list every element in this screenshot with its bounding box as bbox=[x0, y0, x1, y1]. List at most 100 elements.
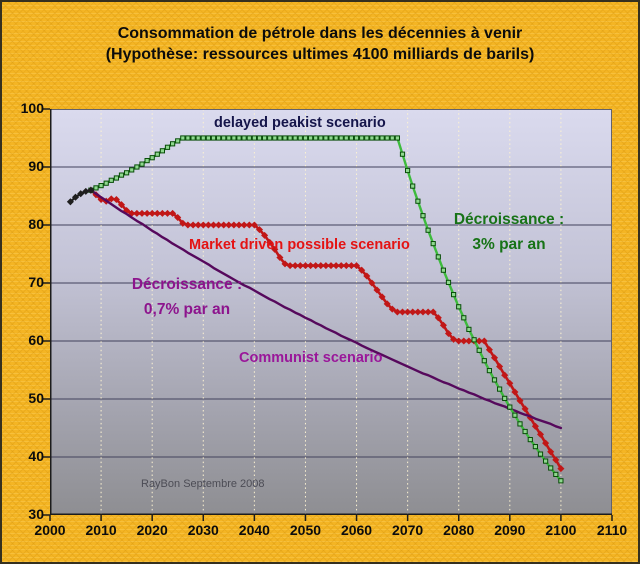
diamond-marker bbox=[235, 221, 243, 229]
square-marker bbox=[420, 213, 426, 219]
square-marker bbox=[486, 368, 492, 374]
square-marker bbox=[108, 177, 114, 183]
plot-area bbox=[50, 109, 612, 515]
square-marker bbox=[272, 135, 278, 141]
square-marker bbox=[461, 315, 467, 321]
chart-title: Consommation de pétrole dans les décenni… bbox=[2, 23, 638, 65]
square-marker bbox=[185, 135, 191, 141]
square-marker bbox=[164, 144, 171, 150]
diamond-marker bbox=[429, 308, 437, 316]
diamond-marker bbox=[112, 195, 120, 204]
x-axis-label: 2080 bbox=[443, 522, 475, 538]
square-marker bbox=[129, 167, 135, 173]
square-marker bbox=[144, 158, 150, 164]
square-marker bbox=[175, 138, 181, 144]
diamond-marker bbox=[342, 262, 350, 270]
diamond-marker bbox=[419, 308, 427, 316]
diamond-marker bbox=[312, 262, 320, 270]
diamond-marker bbox=[552, 456, 560, 464]
square-marker bbox=[246, 135, 252, 141]
square-marker bbox=[435, 254, 441, 260]
square-marker bbox=[113, 175, 120, 181]
diamond-marker bbox=[444, 329, 453, 338]
diamond-marker bbox=[163, 209, 172, 217]
x-axis-label: 2040 bbox=[238, 522, 270, 538]
square-marker bbox=[507, 404, 513, 410]
square-marker bbox=[369, 135, 375, 141]
diamond-marker bbox=[327, 262, 335, 270]
square-marker bbox=[277, 135, 283, 141]
square-marker bbox=[384, 135, 390, 141]
diamond-marker bbox=[516, 397, 524, 405]
diamond-marker bbox=[255, 226, 264, 234]
diamond-marker bbox=[378, 293, 386, 301]
square-marker bbox=[338, 135, 344, 141]
annotation-decroissance-3-pct-line1: Décroissance : bbox=[453, 211, 565, 228]
square-marker bbox=[543, 458, 549, 464]
diamond-marker bbox=[424, 308, 432, 316]
square-marker bbox=[532, 444, 538, 450]
square-marker bbox=[522, 428, 528, 435]
square-marker bbox=[537, 451, 544, 457]
square-marker bbox=[425, 227, 431, 233]
square-marker bbox=[374, 135, 380, 141]
y-axis-label: 90 bbox=[28, 158, 44, 174]
diamond-marker bbox=[352, 262, 361, 270]
square-marker bbox=[282, 135, 288, 141]
diamond-marker bbox=[225, 221, 233, 229]
diamond-marker bbox=[220, 221, 228, 229]
square-marker bbox=[527, 437, 533, 443]
square-marker bbox=[118, 172, 125, 178]
diamond-marker bbox=[240, 221, 248, 229]
diamond-marker bbox=[194, 221, 202, 229]
square-marker bbox=[481, 358, 487, 364]
square-marker bbox=[405, 167, 411, 174]
x-axis-label: 2050 bbox=[289, 522, 322, 538]
square-marker bbox=[134, 164, 140, 170]
square-marker bbox=[512, 412, 518, 418]
y-axis-label: 60 bbox=[28, 332, 44, 348]
diamond-marker bbox=[107, 195, 115, 203]
diamond-marker bbox=[409, 308, 417, 316]
square-marker bbox=[394, 135, 400, 141]
square-marker bbox=[410, 183, 416, 189]
square-marker bbox=[399, 151, 406, 157]
square-marker bbox=[313, 135, 319, 141]
square-marker bbox=[318, 135, 324, 141]
square-marker bbox=[389, 135, 395, 141]
x-axis-label: 2030 bbox=[187, 522, 219, 538]
y-axis-label: 30 bbox=[28, 506, 44, 522]
square-marker bbox=[440, 267, 446, 273]
square-marker bbox=[221, 135, 227, 141]
x-axis-label: 2090 bbox=[494, 522, 526, 538]
diamond-marker bbox=[204, 221, 212, 229]
square-marker bbox=[180, 135, 186, 141]
diamond-marker bbox=[199, 221, 207, 229]
square-marker bbox=[308, 135, 314, 141]
diamond-marker bbox=[460, 337, 468, 345]
square-marker bbox=[466, 326, 472, 333]
annotation-communist-scenario: Communist scenario bbox=[239, 350, 383, 366]
square-marker bbox=[445, 279, 452, 286]
square-marker bbox=[359, 135, 365, 141]
diamond-marker bbox=[383, 300, 391, 308]
square-marker bbox=[353, 135, 360, 141]
square-marker bbox=[348, 135, 354, 141]
square-marker bbox=[149, 155, 155, 161]
square-marker bbox=[124, 170, 130, 176]
diamond-marker bbox=[337, 262, 345, 270]
square-marker bbox=[210, 135, 217, 141]
diamond-marker bbox=[496, 362, 504, 371]
square-marker bbox=[205, 135, 212, 141]
square-marker bbox=[558, 478, 564, 484]
annotation-decroissance-3-pct: Décroissance : 3% par an bbox=[434, 207, 584, 257]
square-marker bbox=[491, 377, 498, 383]
diamond-marker bbox=[547, 448, 555, 456]
square-marker bbox=[430, 241, 436, 247]
diamond-marker bbox=[245, 221, 253, 229]
diamond-marker bbox=[475, 337, 483, 345]
square-marker bbox=[517, 421, 523, 427]
diamond-marker bbox=[393, 308, 401, 316]
diamond-marker bbox=[480, 337, 488, 345]
